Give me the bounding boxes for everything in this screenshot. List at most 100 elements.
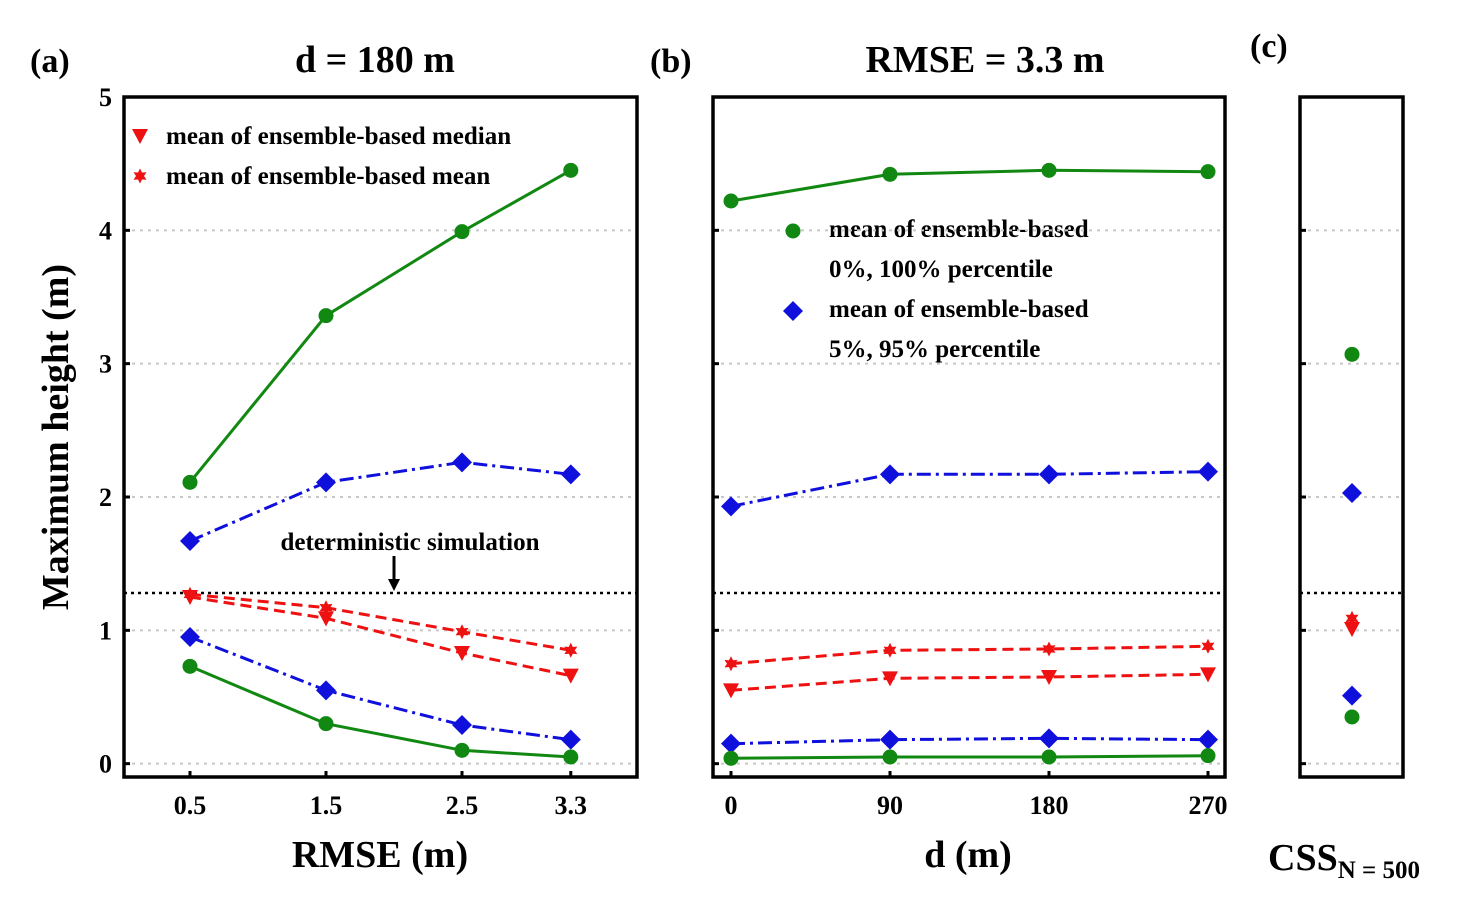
panel-b-series-0-point-3 bbox=[1200, 164, 1216, 180]
panel-b-series-3-point-3 bbox=[1200, 667, 1216, 683]
panel-c-point-2 bbox=[1345, 610, 1359, 626]
panel-c-point-0 bbox=[1344, 346, 1360, 362]
legend-0-100-percentile-label-line2: 0%, 100% percentile bbox=[829, 256, 1053, 283]
y-tick-label: 4 bbox=[99, 216, 112, 245]
panel-b-series-line-3 bbox=[730, 672, 1209, 692]
panel-b-series-1-point-2 bbox=[1039, 464, 1059, 485]
panel-b-series-1-point-1 bbox=[880, 464, 900, 485]
panel-b-x-tick-label: 90 bbox=[877, 791, 903, 820]
panel-a-series-2-point-3 bbox=[564, 642, 578, 658]
panel-0-frame bbox=[122, 95, 639, 779]
panel-b-series-3-point-1 bbox=[882, 671, 898, 687]
panel-b-series-line-2 bbox=[730, 644, 1209, 666]
legend-0-100-percentile-label-line1: mean of ensemble-based bbox=[829, 216, 1089, 243]
panel-a-series-line-3 bbox=[189, 595, 572, 678]
y-tick-label: 1 bbox=[99, 616, 112, 645]
panel-b-x-tick-label: 0 bbox=[725, 791, 738, 820]
panel-b-label: (b) bbox=[650, 43, 692, 80]
panel-b-series-2-point-2 bbox=[1042, 641, 1056, 657]
deterministic-simulation-annotation: deterministic simulation bbox=[280, 529, 539, 556]
legend-5-95-percentile-marker bbox=[783, 301, 803, 321]
panel-a-title: d = 180 m bbox=[295, 39, 455, 81]
panel-b-series-4-point-0 bbox=[721, 733, 741, 754]
panel-b-series-4-point-3 bbox=[1198, 729, 1218, 750]
panel-c-x-axis-label: CSSN = 500 bbox=[1268, 837, 1420, 884]
panel-b-series-0-point-0 bbox=[723, 193, 739, 209]
annotation-arrow-head bbox=[388, 579, 400, 591]
panel-b-series-line-0 bbox=[730, 168, 1209, 203]
panel-b-series-2-point-0 bbox=[724, 656, 738, 672]
legend-median-marker bbox=[132, 129, 148, 144]
legend-5-95-percentile-label-line1: mean of ensemble-based bbox=[829, 296, 1089, 323]
panel-a-series-0-point-1 bbox=[318, 308, 334, 324]
panel-a-series-line-0 bbox=[188, 168, 572, 484]
panel-a-series-3-point-3 bbox=[562, 668, 579, 684]
panel-a-series-2-point-2 bbox=[455, 624, 469, 640]
panel-b-series-4-point-2 bbox=[1039, 728, 1059, 749]
panel-c-point-4 bbox=[1342, 685, 1362, 706]
legend-mean-marker bbox=[133, 168, 147, 184]
panel-b-series-5-point-3 bbox=[1200, 748, 1216, 764]
legend-5-95-percentile-label-line2: 5%, 95% percentile bbox=[829, 336, 1040, 363]
panel-a-series-5-point-2 bbox=[454, 742, 470, 758]
panel-a-series-3-point-0 bbox=[182, 590, 198, 605]
panel-b-x-axis-label: d (m) bbox=[924, 834, 1012, 876]
panel-a-x-tick-label: 2.5 bbox=[446, 791, 479, 820]
panel-a-series-0-point-2 bbox=[454, 224, 470, 240]
panel-b-series-4-point-1 bbox=[880, 729, 900, 750]
panel-a-label: (a) bbox=[30, 43, 70, 80]
panel-b-series-line-5 bbox=[730, 754, 1209, 760]
panel-b-series-1-point-0 bbox=[721, 496, 741, 517]
panel-a-series-4-point-0 bbox=[180, 627, 200, 647]
panel-a-series-line-2 bbox=[189, 592, 572, 652]
panel-a-series-5-point-1 bbox=[318, 716, 334, 732]
panel-b-legend: mean of ensemble-based 0%, 100% percenti… bbox=[829, 216, 1089, 363]
y-tick-label: 2 bbox=[99, 483, 112, 512]
y-axis-label: Maximum height (m) bbox=[35, 264, 77, 610]
panel-a-series-3-point-1 bbox=[318, 611, 334, 627]
panel-a-series-line-1 bbox=[189, 460, 571, 543]
panel-b-title: RMSE = 3.3 m bbox=[865, 39, 1104, 81]
panel-c-x-axis-label-sub: N = 500 bbox=[1338, 857, 1420, 884]
panel-a-series-4-point-2 bbox=[452, 715, 472, 735]
panel-a-series-2-point-1 bbox=[319, 600, 333, 616]
panel-c-point-5 bbox=[1344, 709, 1360, 725]
panel-a-series-line-4 bbox=[189, 635, 572, 742]
panel-b-series-3-point-2 bbox=[1041, 670, 1057, 685]
panel-c-point-3 bbox=[1344, 622, 1360, 637]
panel-a-series-0-point-0 bbox=[182, 474, 198, 490]
legend-mean-label: mean of ensemble-based mean bbox=[166, 163, 490, 190]
panel-b-x-tick-label: 180 bbox=[1030, 791, 1069, 820]
panel-b-series-5-point-0 bbox=[723, 750, 739, 766]
panel-a-x-axis-label: RMSE (m) bbox=[292, 834, 468, 876]
panel-b-series-3-point-0 bbox=[723, 683, 739, 699]
panel-a-series-0-point-3 bbox=[563, 162, 579, 178]
panel-a-x-tick-label: 1.5 bbox=[310, 791, 343, 820]
panel-a-series-1-point-1 bbox=[316, 472, 336, 493]
panel-a-x-tick-label: 3.3 bbox=[555, 791, 588, 820]
legend-0-100-percentile-marker bbox=[785, 223, 801, 239]
panel-b-series-line-1 bbox=[730, 470, 1209, 508]
panel-1-frame bbox=[711, 95, 1227, 779]
panel-b-series-2-point-3 bbox=[1201, 638, 1215, 654]
panel-b-series-5-point-2 bbox=[1041, 749, 1057, 765]
panel-a-series-line-5 bbox=[189, 664, 571, 759]
panel-a-legend: mean of ensemble-based median mean of en… bbox=[166, 123, 511, 190]
panel-a-series-4-point-1 bbox=[316, 680, 336, 701]
panel-b-series-5-point-1 bbox=[882, 749, 898, 765]
panel-a-series-1-point-0 bbox=[180, 531, 200, 551]
panel-a-x-tick-label: 0.5 bbox=[174, 791, 207, 820]
panel-a-series-1-point-3 bbox=[560, 464, 581, 485]
y-tick-label: 0 bbox=[99, 750, 112, 779]
panel-b-series-1-point-3 bbox=[1198, 461, 1218, 482]
panel-a-series-1-point-2 bbox=[452, 452, 472, 473]
panel-b-series-0-point-1 bbox=[882, 166, 898, 182]
y-tick-label: 3 bbox=[99, 350, 112, 379]
y-tick-label: 5 bbox=[99, 83, 112, 112]
panel-2-frame bbox=[1298, 95, 1405, 779]
panel-b-x-tick-label: 270 bbox=[1189, 791, 1228, 820]
panel-a-series-3-point-2 bbox=[454, 646, 470, 661]
panel-c-point-1 bbox=[1342, 483, 1362, 503]
panel-b-series-2-point-1 bbox=[883, 642, 897, 658]
